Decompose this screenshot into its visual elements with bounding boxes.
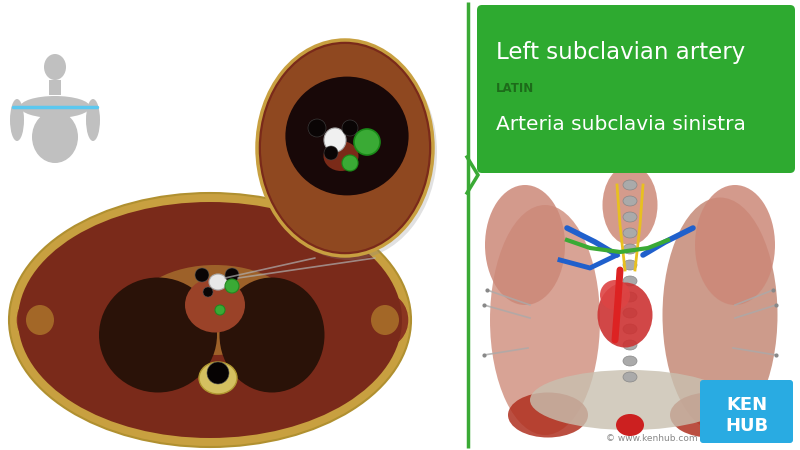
Text: © www.kenhub.com: © www.kenhub.com <box>606 434 698 443</box>
Ellipse shape <box>623 228 637 238</box>
Ellipse shape <box>18 202 402 438</box>
Ellipse shape <box>261 44 429 252</box>
Ellipse shape <box>324 128 346 152</box>
Circle shape <box>342 155 358 171</box>
Ellipse shape <box>670 392 750 437</box>
Ellipse shape <box>361 292 409 347</box>
Ellipse shape <box>623 372 637 382</box>
Text: LATIN: LATIN <box>496 81 534 94</box>
Circle shape <box>195 268 209 282</box>
Circle shape <box>207 362 229 384</box>
Ellipse shape <box>623 324 637 334</box>
Ellipse shape <box>623 356 637 366</box>
Circle shape <box>354 129 380 155</box>
Circle shape <box>342 120 358 136</box>
Ellipse shape <box>623 340 637 350</box>
Ellipse shape <box>9 193 411 447</box>
Ellipse shape <box>10 99 24 141</box>
Ellipse shape <box>99 278 217 392</box>
Bar <box>475 175 760 447</box>
Text: HUB: HUB <box>725 417 768 435</box>
Bar <box>49 80 61 95</box>
Ellipse shape <box>623 292 637 302</box>
Ellipse shape <box>662 198 778 432</box>
Ellipse shape <box>26 305 54 335</box>
Ellipse shape <box>600 280 630 310</box>
Circle shape <box>308 119 326 137</box>
Ellipse shape <box>616 414 644 436</box>
Ellipse shape <box>323 141 358 171</box>
Ellipse shape <box>508 392 588 437</box>
Ellipse shape <box>623 244 637 254</box>
FancyBboxPatch shape <box>477 5 795 173</box>
Ellipse shape <box>16 292 64 347</box>
Ellipse shape <box>199 362 237 394</box>
Ellipse shape <box>257 40 433 256</box>
FancyBboxPatch shape <box>700 380 793 443</box>
Ellipse shape <box>219 278 325 392</box>
Ellipse shape <box>623 196 637 206</box>
Text: Arteria subclavia sinistra: Arteria subclavia sinistra <box>496 116 746 135</box>
Ellipse shape <box>44 54 66 80</box>
Ellipse shape <box>623 212 637 222</box>
Circle shape <box>225 279 239 293</box>
Text: KEN: KEN <box>726 396 767 414</box>
Circle shape <box>225 268 239 282</box>
Circle shape <box>203 287 213 297</box>
Ellipse shape <box>20 96 90 118</box>
Ellipse shape <box>185 278 245 333</box>
Ellipse shape <box>371 305 399 335</box>
Ellipse shape <box>602 165 658 245</box>
Ellipse shape <box>598 283 653 347</box>
Ellipse shape <box>485 185 565 305</box>
Ellipse shape <box>623 180 637 190</box>
Ellipse shape <box>623 308 637 318</box>
Ellipse shape <box>261 44 437 260</box>
Ellipse shape <box>32 111 78 163</box>
Ellipse shape <box>623 276 637 286</box>
Circle shape <box>215 305 225 315</box>
Ellipse shape <box>209 274 227 290</box>
Ellipse shape <box>695 185 775 305</box>
Text: Left subclavian artery: Left subclavian artery <box>496 40 746 63</box>
Ellipse shape <box>490 205 600 435</box>
Circle shape <box>324 146 338 160</box>
Ellipse shape <box>623 260 637 270</box>
Ellipse shape <box>286 76 409 195</box>
Ellipse shape <box>530 370 730 430</box>
Ellipse shape <box>135 265 295 355</box>
Ellipse shape <box>86 99 100 141</box>
